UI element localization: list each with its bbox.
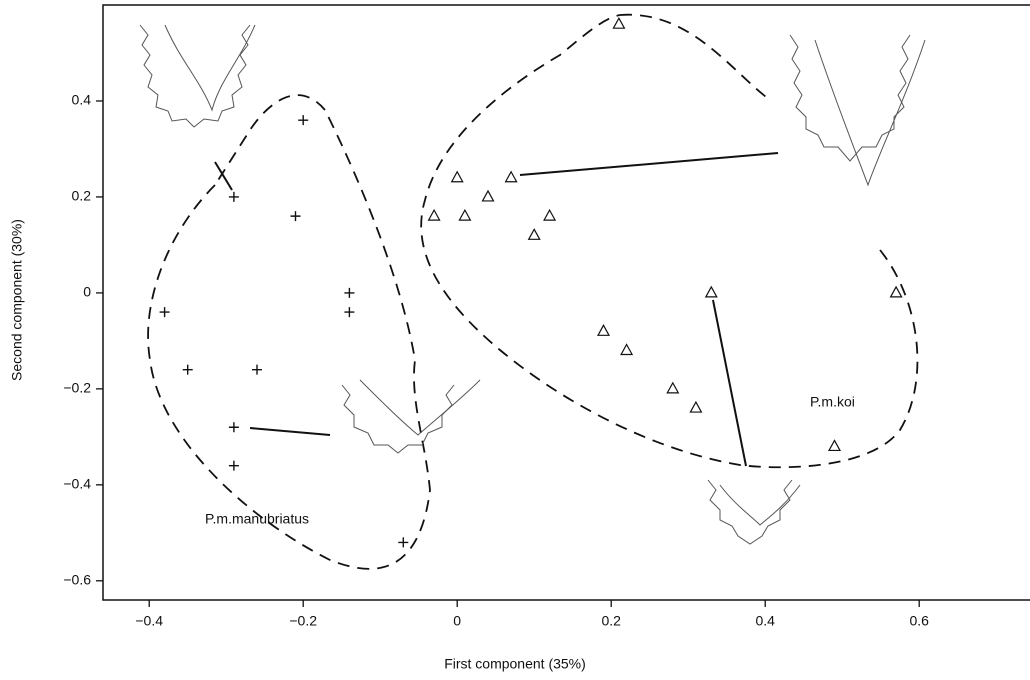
triangle-point bbox=[450, 170, 464, 183]
plus-point bbox=[159, 307, 170, 318]
triangle-point bbox=[827, 439, 842, 452]
annotation: P.m.koi bbox=[810, 394, 855, 410]
plus-point bbox=[398, 537, 409, 548]
triangle-point bbox=[427, 208, 441, 221]
x-tick-label: 0.2 bbox=[601, 613, 621, 629]
x-tick-label: −0.4 bbox=[135, 613, 163, 629]
x-tick-label: 0.6 bbox=[909, 613, 929, 629]
group-outline bbox=[420, 13, 919, 469]
jaw-drawing bbox=[789, 34, 926, 187]
triangle-point bbox=[689, 400, 703, 413]
x-axis-title: First component (35%) bbox=[444, 656, 586, 672]
jaw-drawing bbox=[707, 479, 801, 545]
triangle-point bbox=[504, 170, 518, 183]
annotation: P.m.manubriatus bbox=[205, 511, 309, 527]
y-axis-title: Second component (30%) bbox=[9, 219, 25, 381]
y-tick-label: −0.2 bbox=[63, 380, 91, 396]
plus-point bbox=[228, 460, 239, 471]
axis-frame bbox=[102, 4, 1030, 601]
lead-line bbox=[214, 161, 233, 191]
jaw-drawing bbox=[341, 379, 481, 454]
plus-point bbox=[228, 191, 239, 202]
y-tick-label: −0.4 bbox=[63, 476, 91, 492]
plus-point bbox=[182, 364, 193, 375]
plus-point bbox=[344, 307, 355, 318]
jaw-drawing bbox=[139, 24, 256, 128]
triangle-point bbox=[596, 324, 611, 336]
lead-line bbox=[712, 299, 747, 467]
triangle-point bbox=[543, 208, 557, 221]
plus-point bbox=[298, 115, 309, 126]
lead-line bbox=[249, 427, 331, 436]
y-tick-label: 0 bbox=[83, 284, 91, 300]
y-tick-label: 0.4 bbox=[72, 92, 92, 108]
triangle-point bbox=[889, 285, 903, 298]
triangle-point bbox=[704, 285, 718, 298]
plus-point bbox=[344, 287, 355, 298]
plus-point bbox=[290, 211, 301, 222]
plus-point bbox=[252, 364, 262, 375]
x-tick-label: −0.2 bbox=[289, 613, 317, 629]
group-outline bbox=[147, 94, 431, 570]
triangle-point bbox=[612, 16, 626, 29]
triangle-point bbox=[481, 189, 495, 202]
y-tick-label: −0.6 bbox=[63, 572, 91, 588]
plus-point bbox=[228, 422, 239, 433]
triangle-point bbox=[666, 381, 680, 394]
x-tick-label: 0 bbox=[453, 613, 461, 629]
triangle-point bbox=[458, 208, 472, 221]
y-tick-label: 0.2 bbox=[72, 188, 92, 204]
triangle-point bbox=[527, 228, 541, 240]
x-tick-label: 0.4 bbox=[755, 613, 775, 629]
lead-line bbox=[519, 152, 779, 176]
triangle-point bbox=[620, 343, 634, 356]
